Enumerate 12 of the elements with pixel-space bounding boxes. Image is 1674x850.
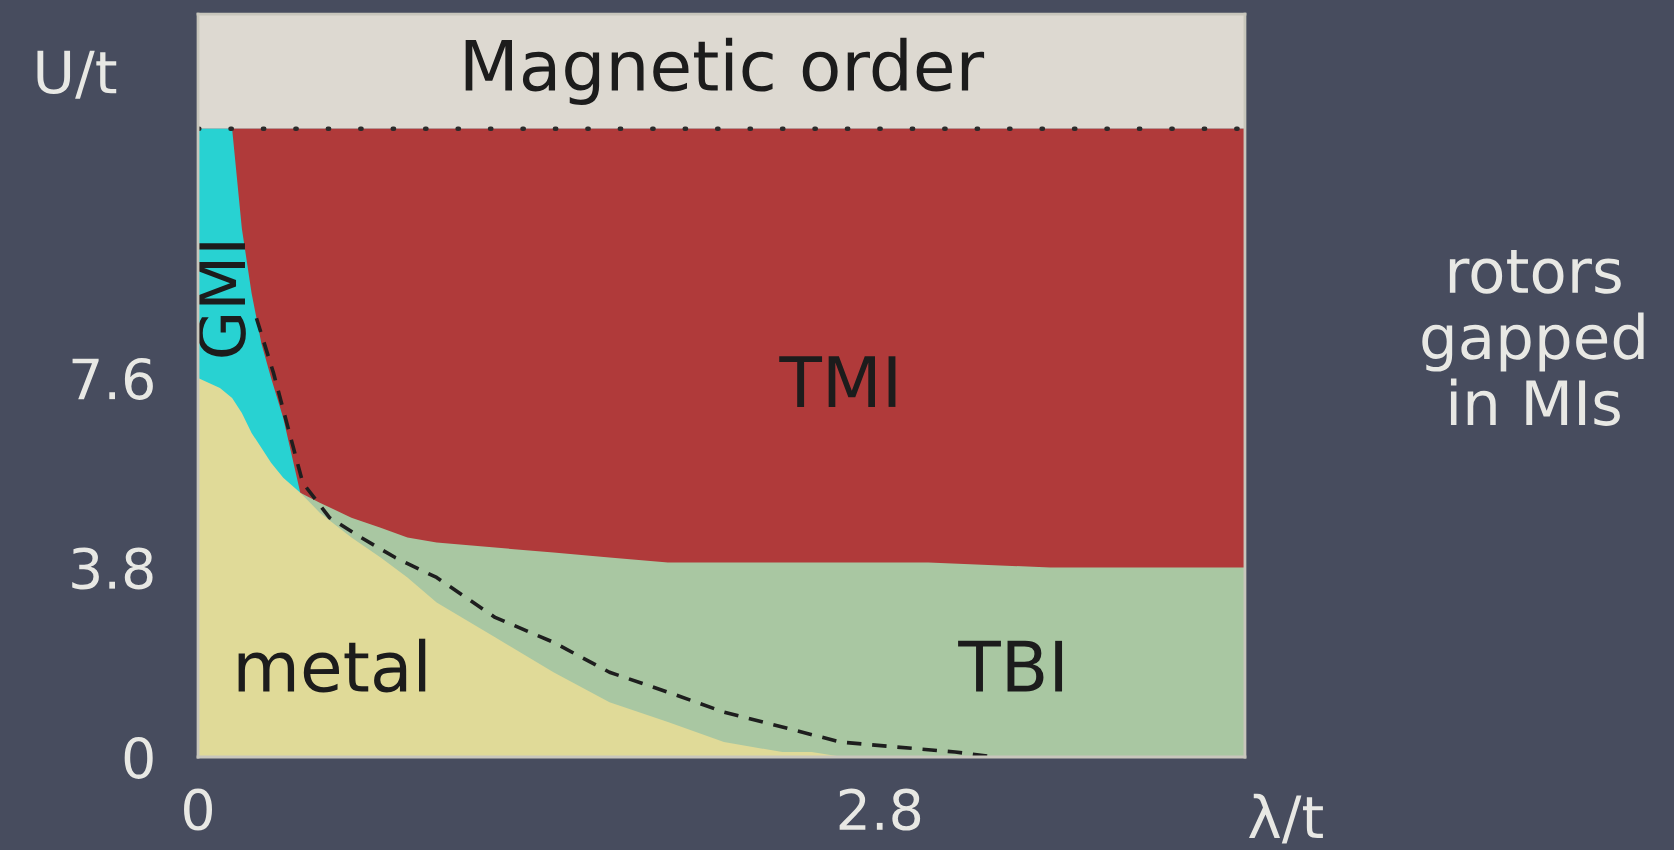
band-label: Magnetic order <box>465 37 985 105</box>
x-tick-label: 2.8 <box>839 788 921 831</box>
series-label: GMI <box>197 243 246 357</box>
y-axis-title: U/t <box>37 50 117 99</box>
series-label: TBI <box>958 640 1063 692</box>
series-label: TMI <box>779 356 896 407</box>
series-label: metal <box>238 638 426 693</box>
text: rotors gapped in MIs <box>1422 249 1644 426</box>
y-tick-label: 7.6 <box>72 357 153 400</box>
y-tick-label: 0 <box>124 736 153 779</box>
y-tick-label: 3.8 <box>72 547 153 590</box>
x-axis-title: λ/t <box>1249 793 1323 844</box>
